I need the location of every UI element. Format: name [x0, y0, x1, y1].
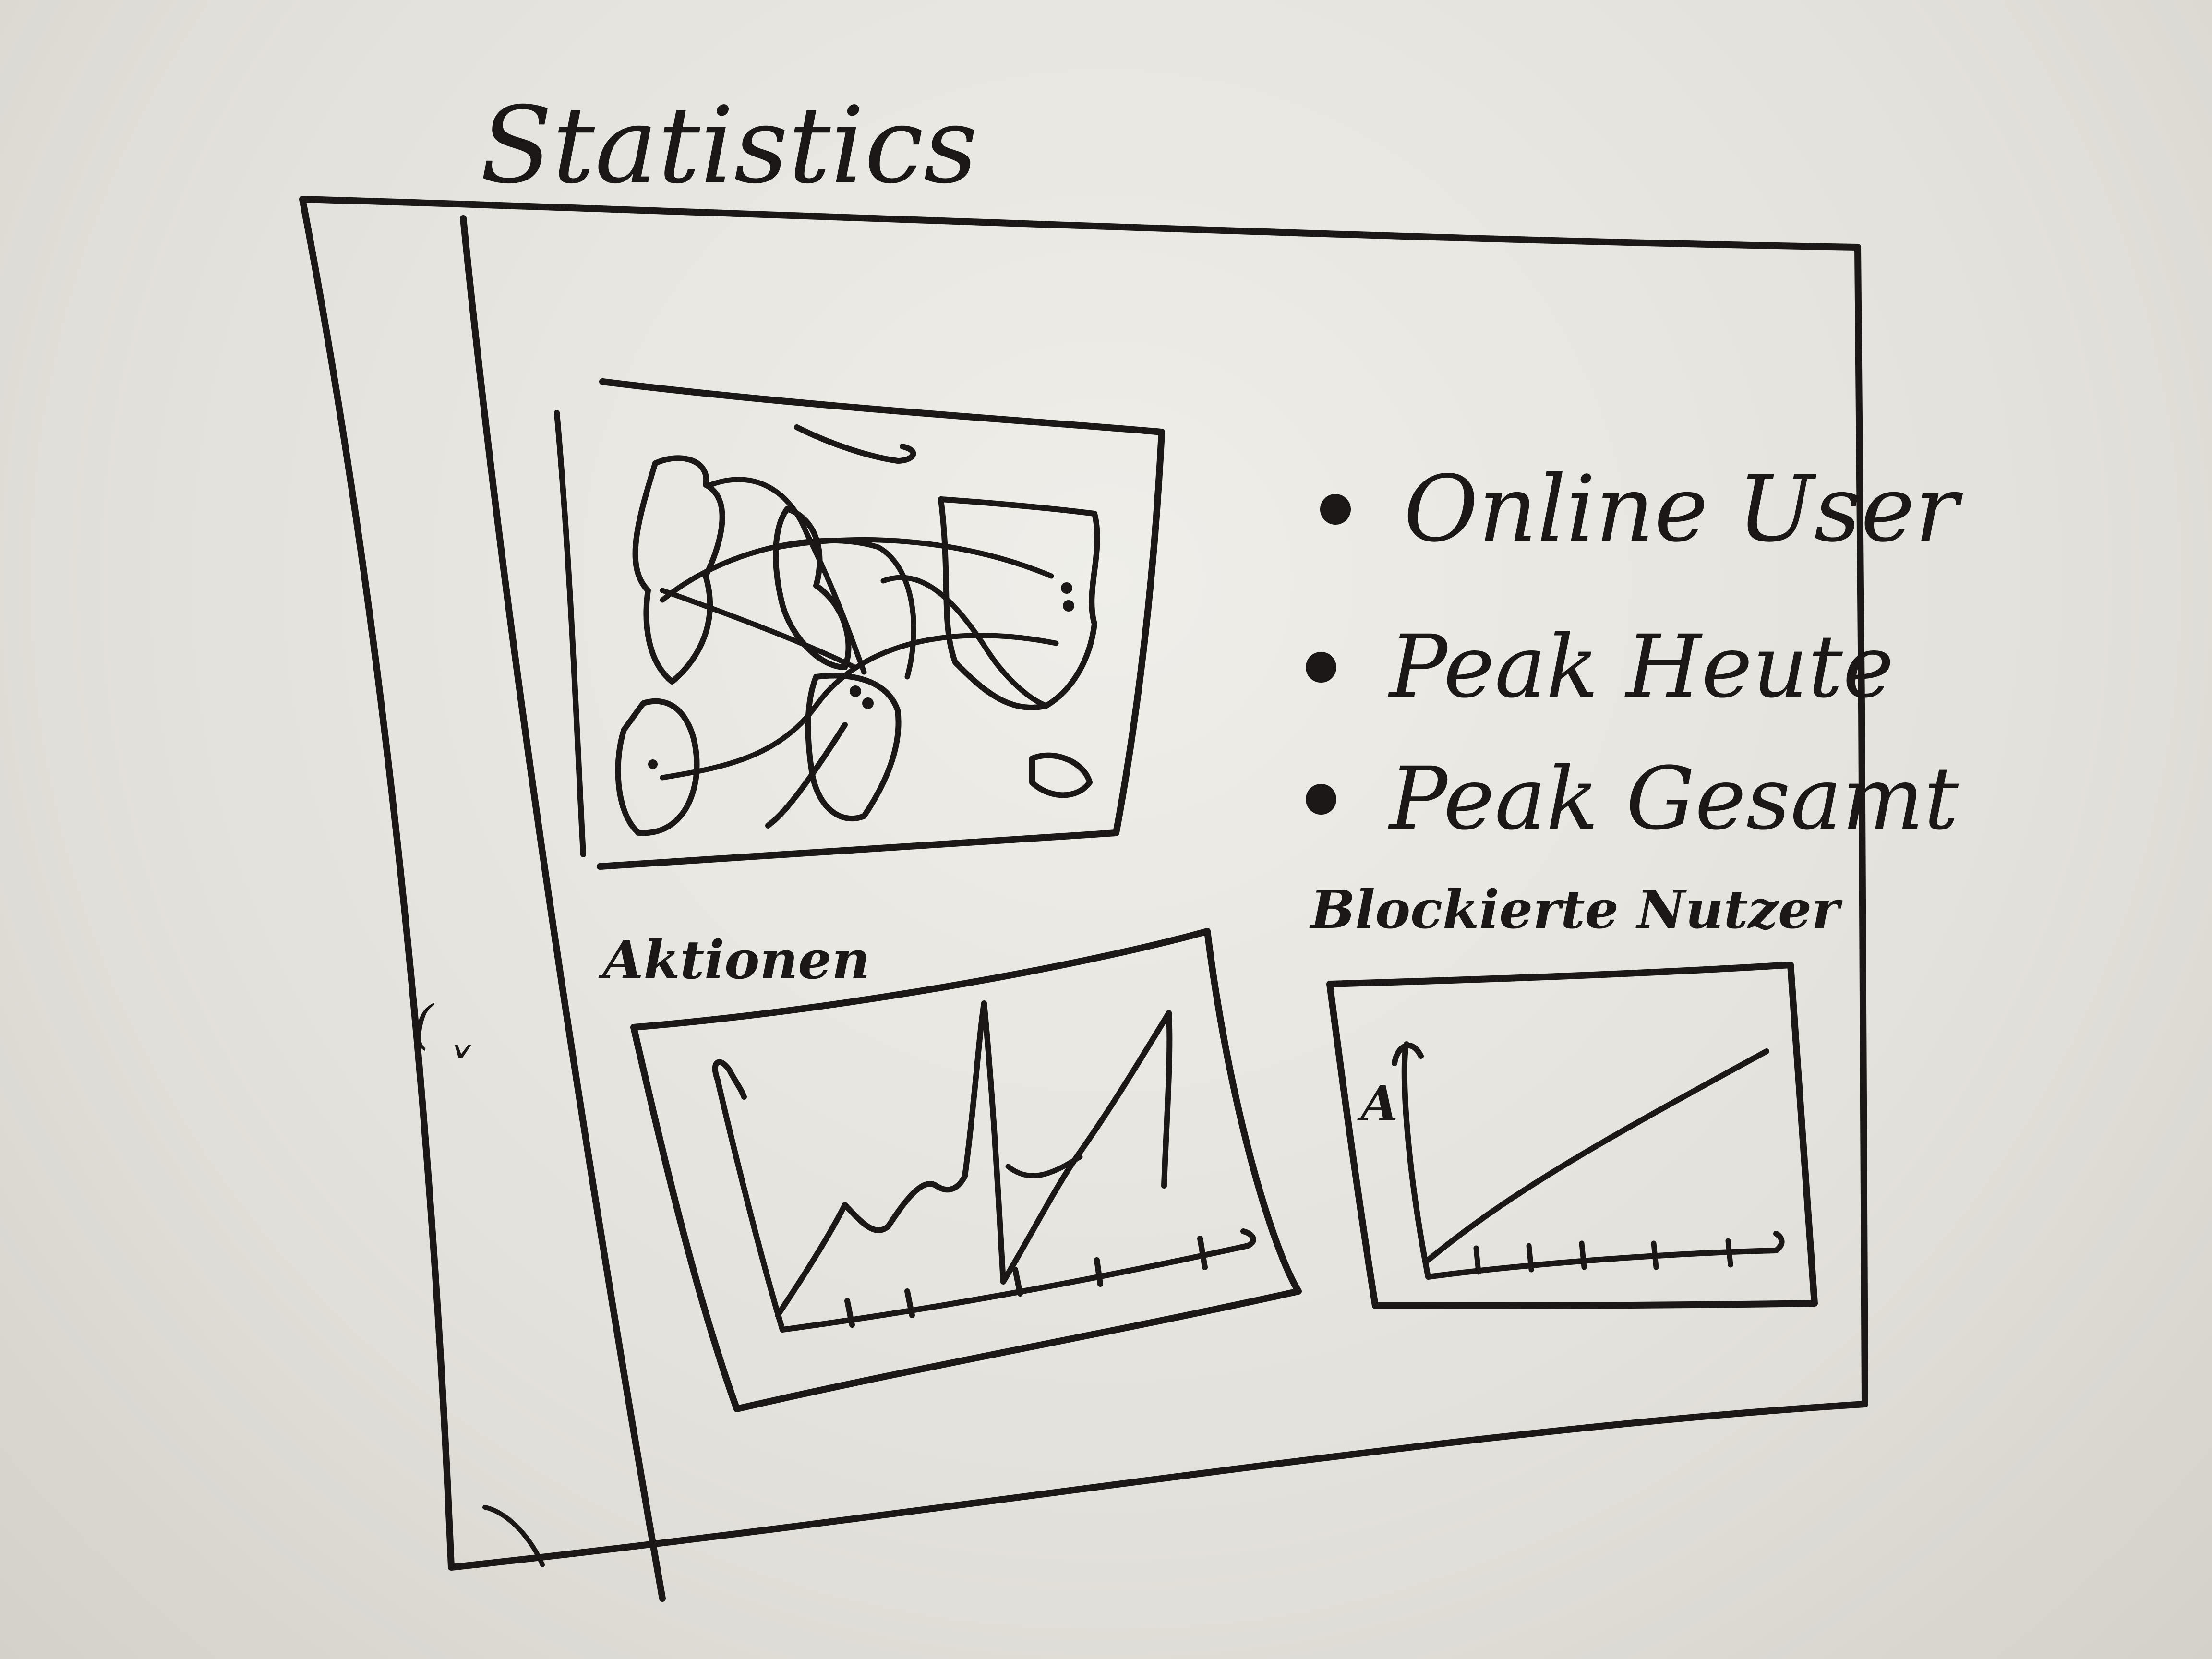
bullet-icon: [1320, 493, 1351, 525]
legend-label-peak-heute: Peak Heute: [1389, 617, 1894, 717]
map-continent-australia: [1029, 752, 1093, 798]
map-connection-arcs: [660, 538, 916, 680]
aktionen-chart-line: [775, 1000, 1173, 1318]
blockierte-nutzer-chart-axes: [1401, 1041, 1785, 1280]
legend-label-peak-gesamt: Peak Gesamt: [1389, 749, 1959, 849]
map-continent-europe: [773, 506, 852, 670]
map-continent-north-america: [632, 455, 725, 685]
world-map-panel: [554, 378, 1165, 870]
blockierte-nutzer-axis-label: A: [1361, 1075, 1398, 1132]
window-frame: [299, 196, 1868, 1571]
aktionen-chart: [630, 928, 1302, 1412]
blockierte-nutzer-chart-frame: [1326, 962, 1818, 1309]
page-title: Statistics: [480, 84, 978, 207]
map-continent-asia: [938, 496, 1100, 710]
blockierte-nutzer-chart-title: Blockierte Nutzer: [1310, 878, 1839, 940]
legend-item-peak-heute: Peak Heute: [1306, 617, 1894, 717]
map-continent-south-america: [615, 698, 700, 836]
sidebar-corner-mark: [482, 1505, 545, 1567]
legend-label-online-user: Online User: [1404, 456, 1959, 562]
bullet-icon: [1306, 651, 1336, 683]
aktionen-chart-title: Aktionen: [602, 929, 870, 991]
aktionen-chart-y-axis: [712, 1059, 785, 1333]
aktionen-chart-x-ticks: [844, 1236, 1208, 1328]
sidebar-mark: ( ˬ: [413, 994, 477, 1055]
bullet-icon: [1306, 783, 1336, 815]
legend-item-peak-gesamt: Peak Gesamt: [1306, 749, 1959, 849]
blockierte-nutzer-chart-x-ticks: [1473, 1238, 1733, 1275]
legend-item-online-user: Online User: [1320, 456, 1959, 562]
aktionen-chart-frame: [630, 928, 1302, 1412]
blockierte-nutzer-chart: [1326, 962, 1818, 1309]
aktionen-chart-x-axis: [780, 1228, 1256, 1333]
sidebar-divider: [460, 215, 666, 1602]
map-continent-africa: [805, 673, 902, 821]
blockierte-nutzer-chart-line: [1425, 1048, 1769, 1263]
